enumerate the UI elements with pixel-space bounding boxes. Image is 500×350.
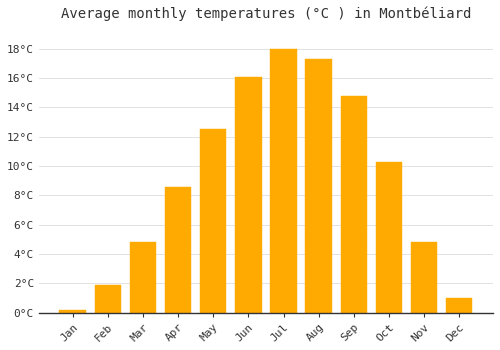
Bar bbox=[340, 96, 367, 313]
Bar bbox=[446, 298, 472, 313]
Bar bbox=[200, 130, 226, 313]
Bar bbox=[411, 242, 438, 313]
Bar bbox=[270, 49, 296, 313]
Bar bbox=[306, 59, 332, 313]
Bar bbox=[94, 285, 121, 313]
Bar bbox=[376, 162, 402, 313]
Bar bbox=[165, 187, 191, 313]
Bar bbox=[235, 77, 262, 313]
Bar bbox=[130, 242, 156, 313]
Title: Average monthly temperatures (°C ) in Montbéliard: Average monthly temperatures (°C ) in Mo… bbox=[60, 7, 471, 21]
Bar bbox=[60, 310, 86, 313]
